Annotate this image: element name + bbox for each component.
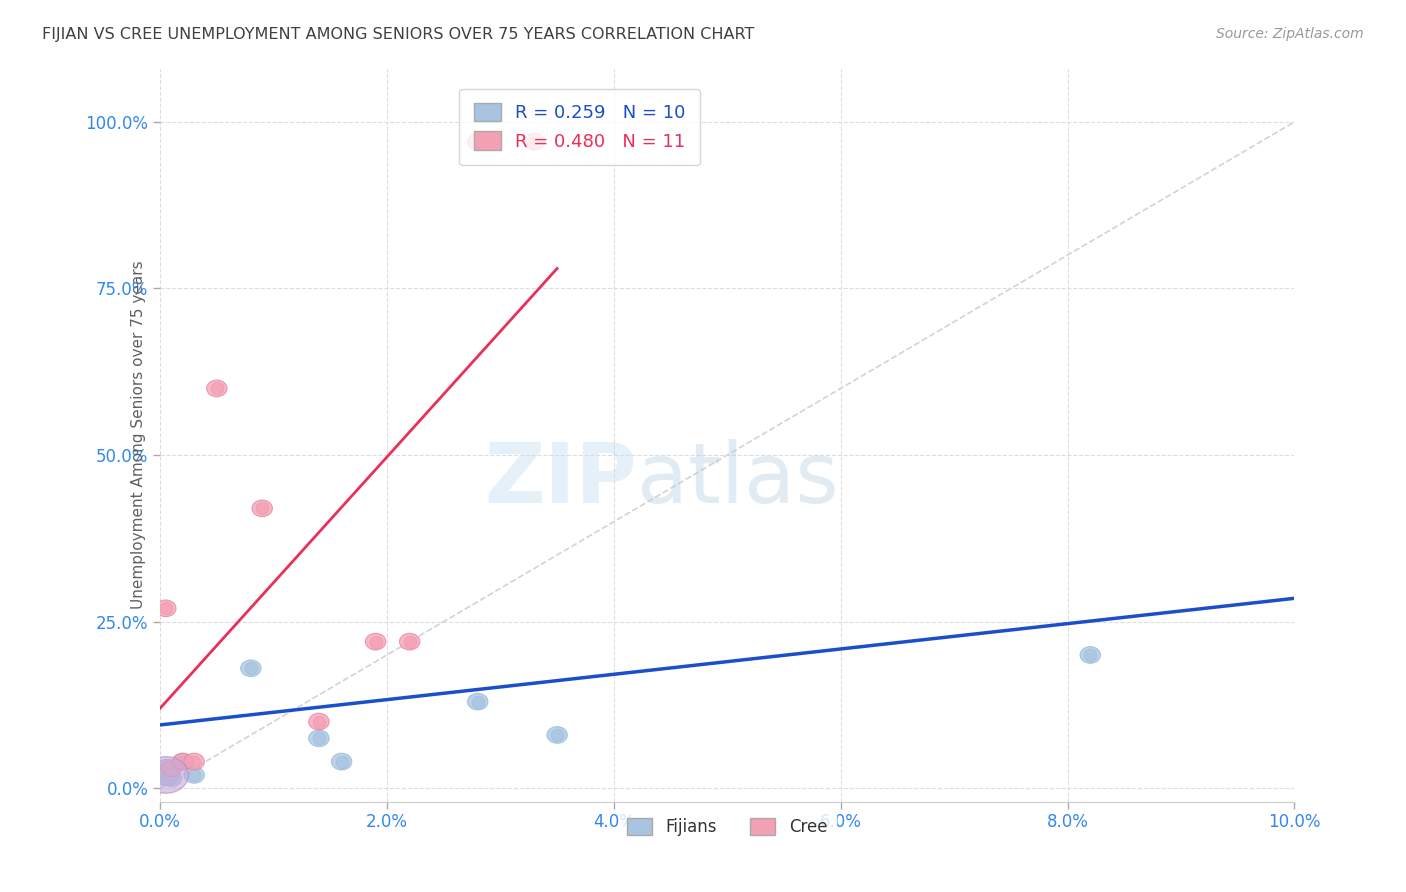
Point — [330, 755, 353, 769]
Ellipse shape — [173, 753, 193, 770]
Text: atlas: atlas — [637, 439, 838, 519]
Ellipse shape — [156, 600, 176, 616]
Ellipse shape — [468, 693, 488, 710]
Ellipse shape — [184, 753, 204, 770]
Point — [183, 755, 205, 769]
Point — [523, 135, 546, 149]
Ellipse shape — [252, 500, 273, 516]
Point — [160, 771, 183, 785]
Point — [546, 728, 568, 742]
Text: Source: ZipAtlas.com: Source: ZipAtlas.com — [1216, 27, 1364, 41]
Point — [398, 634, 420, 648]
Ellipse shape — [468, 134, 488, 150]
Point — [308, 731, 330, 746]
Point — [183, 768, 205, 782]
Point — [250, 501, 273, 516]
Point — [172, 755, 194, 769]
Text: FIJIAN VS CREE UNEMPLOYMENT AMONG SENIORS OVER 75 YEARS CORRELATION CHART: FIJIAN VS CREE UNEMPLOYMENT AMONG SENIOR… — [42, 27, 755, 42]
Ellipse shape — [240, 660, 262, 677]
Ellipse shape — [309, 730, 329, 747]
Ellipse shape — [173, 753, 193, 770]
Ellipse shape — [1080, 647, 1101, 664]
Ellipse shape — [184, 766, 204, 783]
Legend: Fijians, Cree: Fijians, Cree — [619, 810, 835, 845]
Point — [1078, 648, 1101, 662]
Ellipse shape — [309, 714, 329, 730]
Ellipse shape — [156, 764, 176, 780]
Ellipse shape — [162, 770, 181, 787]
Ellipse shape — [143, 756, 188, 793]
Point — [308, 714, 330, 729]
Point — [467, 135, 489, 149]
Ellipse shape — [162, 760, 181, 777]
Point — [155, 601, 177, 615]
Ellipse shape — [399, 633, 420, 650]
Ellipse shape — [524, 134, 544, 150]
Point — [172, 755, 194, 769]
Text: ZIP: ZIP — [484, 439, 637, 519]
Ellipse shape — [332, 753, 352, 770]
Ellipse shape — [207, 380, 226, 397]
Point — [239, 661, 262, 675]
Y-axis label: Unemployment Among Seniors over 75 years: Unemployment Among Seniors over 75 years — [131, 260, 146, 609]
Ellipse shape — [366, 633, 385, 650]
Point — [205, 381, 228, 395]
Ellipse shape — [547, 727, 568, 743]
Point — [467, 695, 489, 709]
Point — [364, 634, 387, 648]
Point — [155, 764, 177, 779]
Point — [160, 761, 183, 775]
